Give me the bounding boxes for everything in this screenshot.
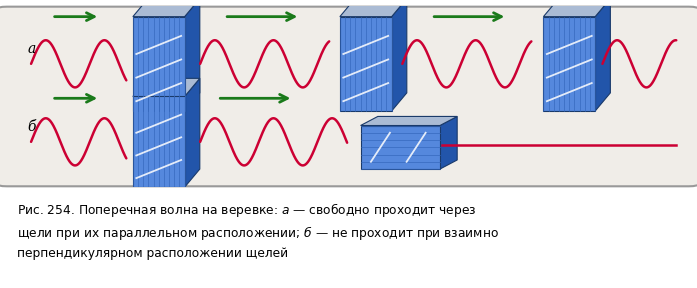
Polygon shape	[544, 0, 611, 17]
Bar	[133, 96, 185, 187]
Polygon shape	[185, 78, 200, 187]
Polygon shape	[595, 0, 611, 111]
Polygon shape	[133, 0, 200, 17]
Text: б: б	[28, 120, 36, 134]
Polygon shape	[340, 0, 407, 17]
Polygon shape	[440, 116, 457, 169]
Text: a: a	[28, 42, 36, 56]
Polygon shape	[392, 0, 407, 111]
Bar	[360, 126, 440, 169]
Polygon shape	[360, 116, 457, 126]
Bar	[133, 17, 185, 111]
Text: Рис. 254. Поперечная волна на веревке: $а$ — свободно проходит через
щели при их: Рис. 254. Поперечная волна на веревке: $…	[17, 200, 499, 260]
Polygon shape	[185, 0, 200, 111]
Bar	[340, 17, 392, 111]
Bar	[544, 17, 595, 111]
FancyBboxPatch shape	[0, 7, 697, 186]
Polygon shape	[133, 78, 200, 96]
